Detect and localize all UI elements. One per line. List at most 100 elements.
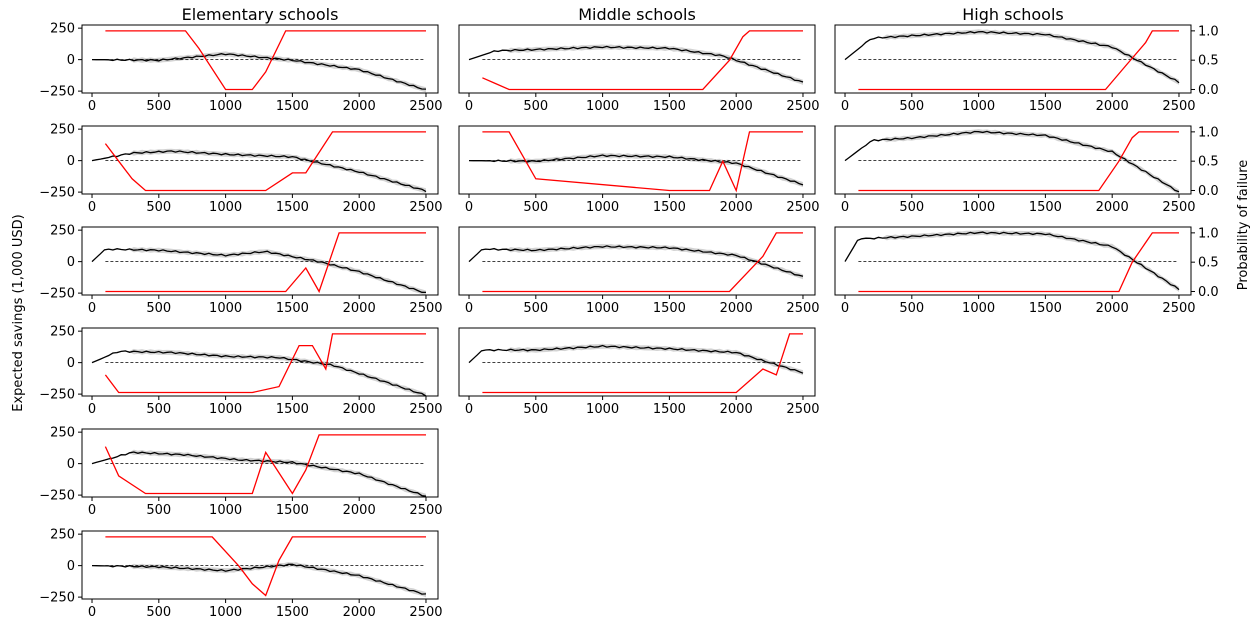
x-tick-label: 0 [465,99,473,114]
x-tick-label: 2000 [1096,200,1129,215]
prob-tick-label: 1.0 [1198,226,1219,241]
prob-tick-label: 0.0 [1198,184,1219,199]
x-tick-label: 2500 [409,605,442,620]
x-tick-label: 1500 [653,200,686,215]
x-tick-label: 0 [465,301,473,316]
axes-frame [82,126,438,194]
y-tick-label: 0 [67,53,75,68]
x-tick-label: 1000 [209,402,242,417]
savings-uncertainty-band [469,344,803,376]
x-tick-label: 1500 [276,200,309,215]
x-tick-label: 1000 [209,503,242,518]
x-tick-label: 2000 [1096,301,1129,316]
x-tick-label: 1500 [653,301,686,316]
expected-savings-line [92,249,426,293]
x-tick-label: 1500 [276,99,309,114]
column-title: Elementary schools [182,5,339,24]
x-tick-label: 2000 [343,200,376,215]
x-tick-label: 1000 [209,200,242,215]
x-tick-label: 2500 [786,301,819,316]
x-tick-label: 1000 [209,605,242,620]
axes-frame [82,227,438,295]
failure-probability-line [105,233,426,292]
axes-frame [82,328,438,396]
x-tick-label: 2500 [409,503,442,518]
y-tick-label: 0 [67,255,75,270]
y-tick-label: 0 [67,356,75,371]
y-tick-label: 250 [50,325,75,340]
x-tick-label: 0 [841,301,849,316]
axes-frame [835,126,1191,194]
x-tick-label: 1500 [1029,200,1062,215]
x-tick-label: 2000 [343,99,376,114]
savings-uncertainty-band [92,247,426,296]
x-tick-label: 2000 [343,503,376,518]
prob-tick-label: 0.0 [1198,285,1219,300]
x-tick-label: 2500 [1162,99,1195,114]
x-tick-label: 2000 [1096,99,1129,114]
y-tick-label: −250 [39,85,75,100]
x-tick-label: 1500 [1029,301,1062,316]
failure-probability-line [482,334,803,393]
y-tick-label: 250 [50,123,75,138]
x-tick-label: 0 [88,301,96,316]
x-tick-label: 500 [146,605,171,620]
x-tick-label: 500 [146,402,171,417]
x-tick-label: 1500 [276,301,309,316]
x-tick-label: 500 [523,200,548,215]
x-tick-label: 2000 [720,200,753,215]
x-tick-label: 1500 [276,402,309,417]
x-tick-label: 500 [523,402,548,417]
x-tick-label: 1000 [209,301,242,316]
x-tick-label: 500 [523,301,548,316]
y-tick-label: 0 [67,154,75,169]
x-tick-label: 1000 [962,200,995,215]
x-tick-label: 1000 [586,402,619,417]
x-tick-label: 500 [899,301,924,316]
expected-savings-line [845,232,1179,290]
failure-probability-line [105,435,426,494]
x-tick-label: 1000 [586,200,619,215]
y-tick-label: −250 [39,186,75,201]
x-tick-label: 2000 [343,301,376,316]
prob-tick-label: 0.5 [1198,155,1219,170]
x-tick-label: 0 [841,200,849,215]
x-tick-label: 500 [146,301,171,316]
x-tick-label: 2500 [409,402,442,417]
y-tick-label: 250 [50,528,75,543]
y-axis-label-left: Expected savings (1,000 USD) [11,214,26,412]
prob-tick-label: 1.0 [1198,125,1219,140]
y-tick-label: 250 [50,426,75,441]
x-tick-label: 2500 [409,301,442,316]
failure-probability-line [858,31,1179,90]
x-tick-label: 500 [146,503,171,518]
prob-tick-label: 1.0 [1198,24,1219,39]
x-tick-label: 0 [88,503,96,518]
failure-probability-line [105,334,426,393]
y-axis-label-right: Probability of failure [1236,160,1251,291]
x-tick-label: 1000 [962,301,995,316]
y-tick-label: −250 [39,388,75,403]
x-tick-label: 2500 [409,200,442,215]
x-tick-label: 2000 [343,605,376,620]
x-tick-label: 0 [88,99,96,114]
y-tick-label: −250 [39,287,75,302]
y-tick-label: 250 [50,224,75,239]
y-tick-label: 250 [50,22,75,37]
x-tick-label: 0 [465,402,473,417]
x-tick-label: 1000 [962,99,995,114]
x-tick-label: 2500 [1162,301,1195,316]
x-tick-label: 2000 [720,99,753,114]
x-tick-label: 500 [146,99,171,114]
x-tick-label: 1000 [586,99,619,114]
axes-frame [459,25,815,93]
column-title: Middle schools [578,5,696,24]
x-tick-label: 1500 [653,99,686,114]
x-tick-label: 1500 [276,503,309,518]
x-tick-label: 1000 [209,99,242,114]
x-tick-label: 2500 [786,200,819,215]
x-tick-label: 1500 [276,605,309,620]
x-tick-label: 1500 [1029,99,1062,114]
column-title: High schools [962,5,1064,24]
